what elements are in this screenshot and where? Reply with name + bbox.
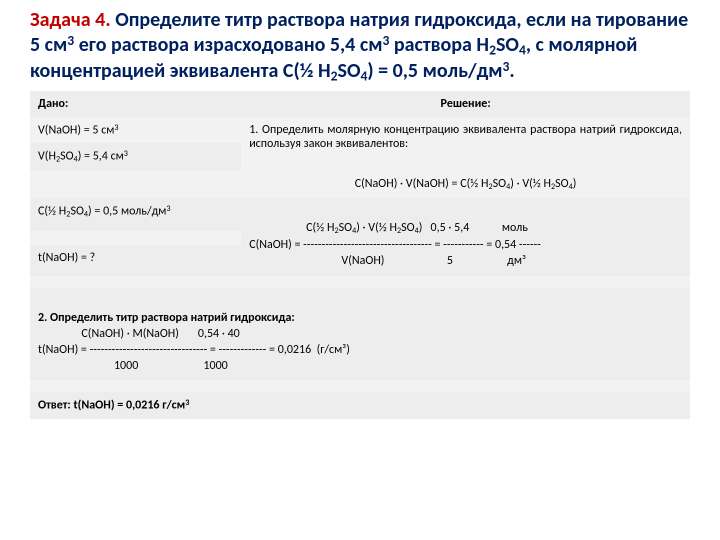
answer-row: Ответ: t(NaOH) = 0,0216 г/см3 (30, 392, 690, 419)
given-empty1 (30, 171, 241, 198)
given-c-h2so4: С(½ H2SO4) = 0,5 моль/дм3 (30, 198, 241, 231)
solution-step2: 2. Определить титр раствора натрий гидро… (30, 288, 690, 381)
row-empty (30, 380, 690, 392)
header-given: Дано: (30, 91, 241, 117)
given-empty2 (30, 231, 241, 245)
given-v-h2so4: V(H2SO4) = 5,4 см3 (30, 143, 241, 171)
given-v-naoh: V(NaOH) = 5 см3 (30, 117, 241, 144)
sol-empty (241, 276, 690, 288)
solution-table: Дано: Решение: V(NaOH) = 5 см3 1. Опреде… (30, 91, 690, 420)
solution-step1-intro: 1. Определить молярную концентрацию экви… (241, 117, 690, 171)
header-solution: Решение: (241, 91, 690, 117)
given-t-naoh: t(NaOH) = ? (30, 245, 241, 276)
solution-step1-calc: С(½ H2SO4) · V(½ H2SO4) 0,5 · 5,4 моль С… (241, 198, 690, 276)
problem-title: Задача 4. Определите титр раствора натри… (30, 8, 690, 85)
given-empty3 (30, 276, 241, 288)
solution-step1-eq: С(NaOH) · V(NaOH) = С(½ H2SO4) · V(½ H2S… (241, 171, 690, 198)
